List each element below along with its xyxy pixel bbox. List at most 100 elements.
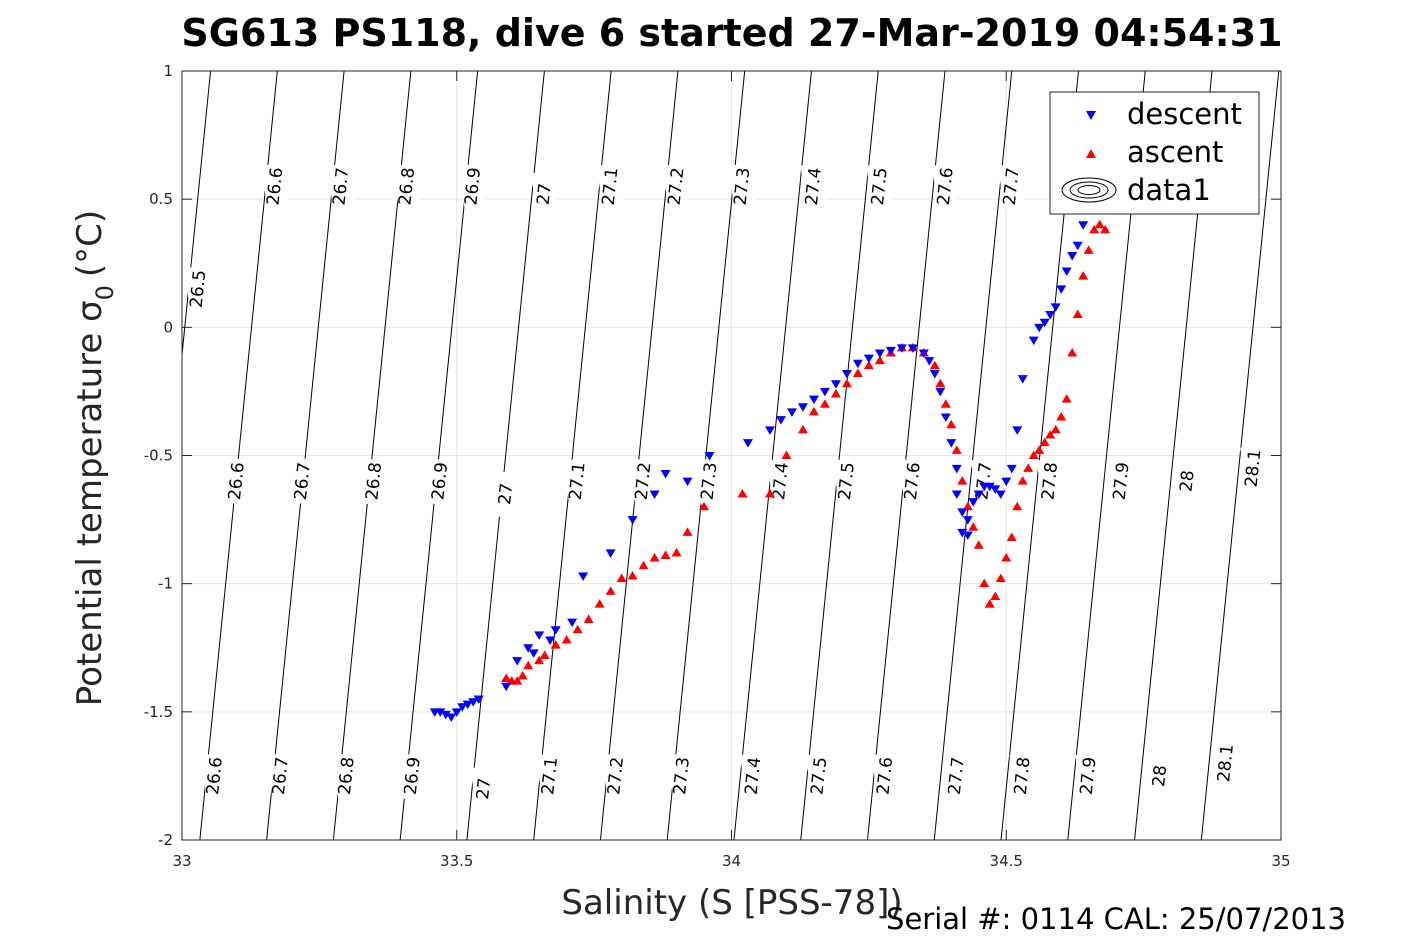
ascent-point xyxy=(957,476,968,485)
contour-label: 28.1 xyxy=(1214,743,1238,783)
ascent-point xyxy=(951,445,962,454)
contour-label-mask xyxy=(328,163,355,210)
ascent-point xyxy=(1006,532,1017,542)
ascent-point xyxy=(852,368,863,377)
contour-label-mask xyxy=(998,163,1025,210)
contour-label: 27.4 xyxy=(769,461,793,501)
contour-label: 27.4 xyxy=(742,756,766,796)
descent-point xyxy=(578,572,589,581)
descent-point xyxy=(567,618,578,628)
y-tick-label: -0.5 xyxy=(144,447,173,465)
ascent-point xyxy=(979,578,990,588)
y-axis-label-main: Potential temperature σ xyxy=(70,300,110,706)
descent-point xyxy=(1034,323,1045,333)
contour-label-mask xyxy=(1108,458,1135,505)
ascent-point xyxy=(737,488,748,498)
ascent-point xyxy=(1045,429,1056,439)
descent-point xyxy=(973,490,984,499)
ascent-point xyxy=(973,540,984,549)
descent-point xyxy=(841,369,852,379)
ascent-point xyxy=(550,640,561,649)
contour-label: 28 xyxy=(1149,764,1171,788)
x-tick-label: 33 xyxy=(172,852,191,870)
descent-point xyxy=(808,395,819,405)
contour-label-mask xyxy=(1009,752,1036,799)
contour-label-mask xyxy=(866,163,894,210)
descent-point xyxy=(704,452,715,461)
descent-point xyxy=(742,439,753,448)
contour-label-mask xyxy=(223,458,251,505)
contour-line xyxy=(466,70,545,841)
contour-label-mask xyxy=(1240,445,1267,492)
ascent-point xyxy=(523,660,534,670)
contour-line xyxy=(181,70,212,355)
contour-label: 27.5 xyxy=(868,166,892,206)
contour-line xyxy=(1200,70,1280,841)
legend-label-ascent: ascent xyxy=(1127,135,1223,169)
descent-point xyxy=(1017,375,1028,384)
descent-point xyxy=(473,695,484,705)
descent-point xyxy=(1012,426,1023,435)
legend-box xyxy=(1049,91,1260,215)
contour-label-mask xyxy=(663,163,690,210)
descent-point xyxy=(528,649,539,658)
ascent-point xyxy=(1078,271,1089,280)
ascent-point xyxy=(572,624,583,634)
contour-label: 27.2 xyxy=(604,756,628,796)
contour-label-mask xyxy=(267,752,295,799)
contour-label-mask xyxy=(806,752,833,799)
descent-point xyxy=(852,359,863,369)
ascent-point xyxy=(946,419,957,429)
ascent-point xyxy=(1072,309,1083,319)
descent-point xyxy=(775,416,786,425)
descent-point xyxy=(523,644,534,653)
contour-label: 27.7 xyxy=(972,461,996,501)
contour-label-mask xyxy=(899,458,927,505)
chart-title: SG613 PS118, dive 6 started 27-Mar-2019 … xyxy=(181,11,1282,55)
descent-point xyxy=(786,408,797,417)
contour-label: 27.4 xyxy=(802,166,826,206)
ascent-point xyxy=(781,450,792,459)
descent-point xyxy=(957,528,968,538)
contour-label: 27.9 xyxy=(1110,461,1134,501)
ascent-point xyxy=(1017,476,1028,485)
descent-point xyxy=(457,703,468,712)
ascent-point xyxy=(819,399,830,408)
y-tick-labels: -2 -1.5 -1 -0.5 0 0.5 1 xyxy=(144,62,173,849)
ascent-point xyxy=(699,501,710,511)
descent-point xyxy=(1072,241,1083,251)
contour-label-mask xyxy=(333,752,361,799)
contour-label-mask xyxy=(932,163,960,210)
descent-point xyxy=(1045,311,1056,320)
contour-label-mask xyxy=(767,458,795,505)
ascent-point xyxy=(984,599,995,608)
ascent-point xyxy=(1001,553,1012,562)
descent-point xyxy=(1028,336,1039,346)
contour-label-mask xyxy=(1212,740,1240,787)
ascent-point xyxy=(940,399,951,408)
x-tick-label: 35 xyxy=(1271,852,1290,870)
contour-label: 27.9 xyxy=(1077,756,1101,796)
ascent-point xyxy=(627,570,638,580)
descent-point xyxy=(924,357,935,366)
contour-label: 26.7 xyxy=(291,461,315,501)
contour-label-mask xyxy=(800,163,828,210)
descent-point xyxy=(1061,267,1072,276)
contour-label: 27.5 xyxy=(807,756,831,796)
contour-label-mask xyxy=(399,752,427,799)
descent-point xyxy=(995,490,1006,499)
axis-ticks xyxy=(181,70,1282,841)
descent-point xyxy=(797,403,808,412)
contour-label-mask xyxy=(696,458,723,505)
contour-label-mask xyxy=(729,163,756,210)
contour-label-mask xyxy=(668,752,696,799)
descent-point xyxy=(501,682,512,692)
contour-label: 27 xyxy=(495,482,517,506)
ascent-point xyxy=(539,650,550,659)
descent-point xyxy=(451,708,462,717)
contour-label-mask xyxy=(201,752,229,799)
contour-label: 27.2 xyxy=(665,166,689,206)
contour-line xyxy=(800,70,879,841)
contour-label: 27.7 xyxy=(945,756,969,796)
contour-label: 26.7 xyxy=(269,756,293,796)
